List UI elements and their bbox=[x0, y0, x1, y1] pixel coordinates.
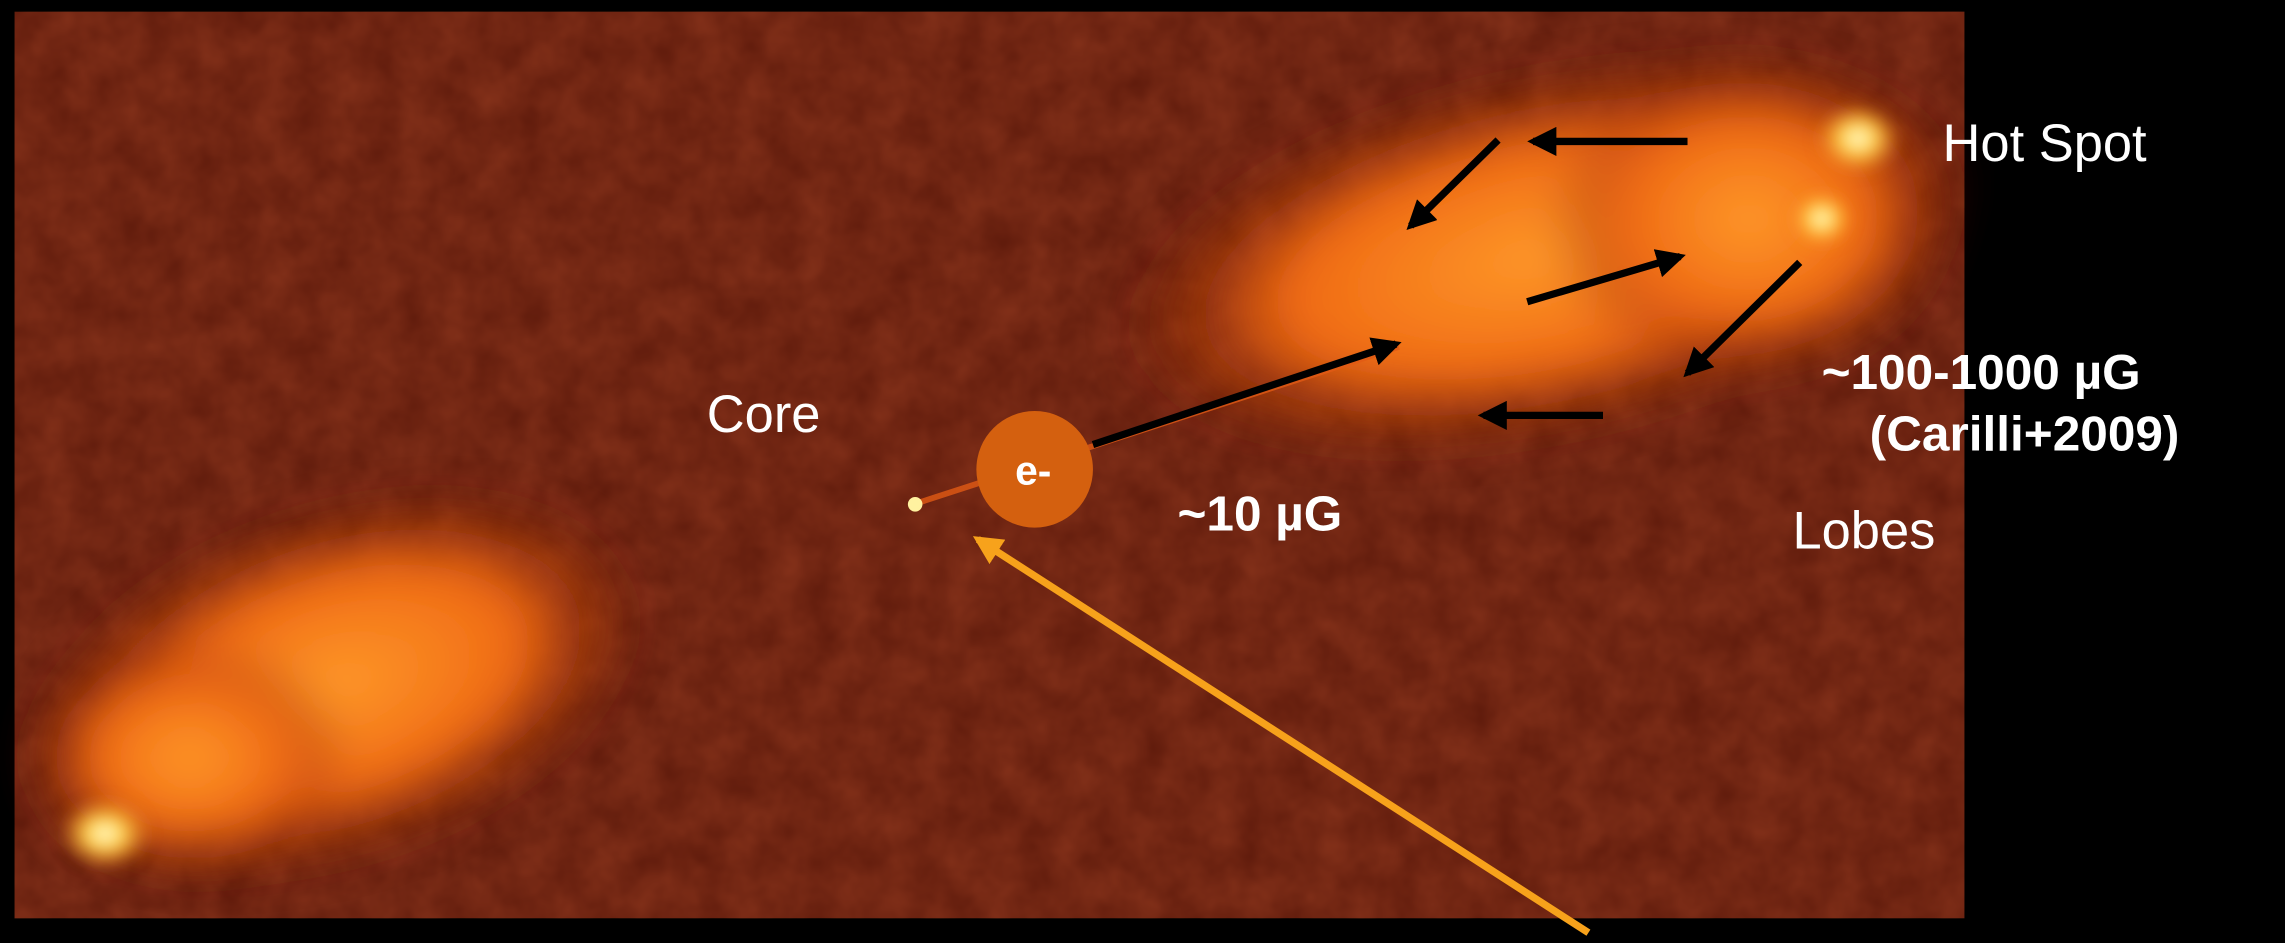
hot-spot-label: Hot Spot bbox=[1943, 115, 2148, 173]
hotspot-field-label: ~100-1000 µG bbox=[1822, 345, 2141, 400]
annotated-image: e- Hot Spot Core ~10 µG ~100-1000 µG (Ca… bbox=[0, 0, 2285, 943]
lobe-field-label: ~10 µG bbox=[1177, 486, 1342, 541]
core-label: Core bbox=[707, 386, 821, 444]
electron-label: e- bbox=[1015, 447, 1051, 493]
lobes-label: Lobes bbox=[1792, 503, 1935, 561]
page: {"annotations": {"hot_spot": "Hot Spot",… bbox=[0, 0, 2285, 943]
citation-label: (Carilli+2009) bbox=[1870, 406, 2180, 461]
